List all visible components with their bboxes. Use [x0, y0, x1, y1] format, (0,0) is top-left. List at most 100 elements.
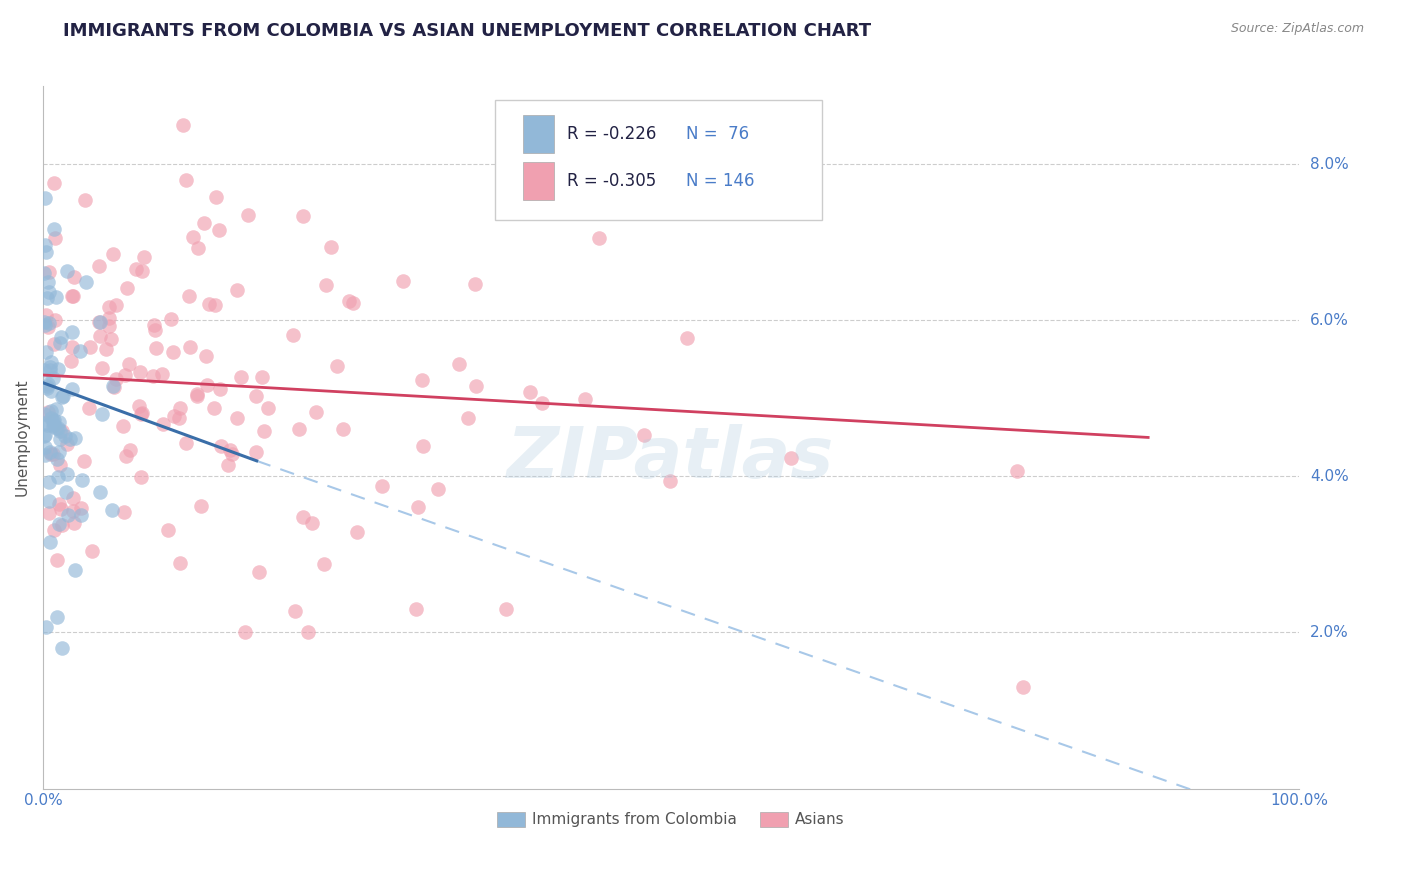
Point: [115, 449, 138, 463]
Point: [779, 451, 801, 466]
Point: [131, 470, 153, 484]
Point: [371, 479, 394, 493]
Point: [195, 349, 218, 363]
Text: 4.0%: 4.0%: [1310, 469, 1348, 484]
Point: [49, 432, 72, 446]
Point: [245, 445, 267, 459]
Text: R = -0.226: R = -0.226: [567, 125, 657, 143]
Point: [284, 604, 307, 618]
Point: [225, 410, 247, 425]
Point: [38, 285, 60, 300]
Point: [34, 237, 56, 252]
Point: [62, 491, 84, 505]
Point: [87, 259, 110, 273]
Point: [90, 408, 112, 422]
Point: [51, 330, 73, 344]
Point: [633, 427, 655, 442]
Point: [73, 453, 96, 467]
Point: [301, 516, 323, 531]
Point: [89, 329, 111, 343]
Point: [495, 601, 517, 615]
Point: [229, 370, 252, 384]
Point: [38, 265, 60, 279]
Text: 6.0%: 6.0%: [1310, 313, 1348, 328]
Point: [128, 366, 150, 380]
Point: [38, 494, 60, 508]
Point: [96, 342, 118, 356]
Point: [39, 447, 62, 461]
Point: [45, 290, 67, 304]
Point: [60, 325, 83, 339]
Point: [193, 216, 215, 230]
Point: [305, 405, 328, 419]
Bar: [523, 161, 554, 201]
Point: [63, 516, 86, 531]
Point: [34, 315, 56, 329]
Point: [39, 410, 62, 425]
Point: [46, 469, 69, 483]
Point: [257, 401, 280, 415]
Point: [77, 401, 100, 415]
Point: [412, 440, 434, 454]
Point: [34, 440, 56, 454]
Point: [35, 291, 58, 305]
Point: [219, 442, 242, 457]
Point: [411, 373, 433, 387]
Point: [98, 300, 121, 314]
Point: [100, 332, 122, 346]
Point: [48, 497, 70, 511]
Point: [34, 407, 56, 421]
Point: [315, 278, 337, 293]
Point: [51, 390, 73, 404]
Point: [179, 340, 201, 354]
Point: [46, 552, 69, 566]
Point: [70, 508, 93, 523]
Point: [38, 359, 60, 374]
Point: [42, 414, 65, 428]
Point: [465, 378, 488, 392]
Point: [34, 416, 56, 430]
Point: [283, 327, 305, 342]
Point: [69, 344, 91, 359]
Point: [42, 446, 65, 460]
Legend: Immigrants from Colombia, Asians: Immigrants from Colombia, Asians: [491, 805, 851, 833]
Point: [233, 625, 256, 640]
Point: [145, 342, 167, 356]
Point: [34, 266, 56, 280]
Point: [186, 387, 208, 401]
Point: [217, 458, 239, 473]
Point: [46, 362, 69, 376]
Point: [48, 415, 70, 429]
Point: [45, 402, 67, 417]
Point: [115, 281, 138, 295]
Point: [112, 419, 135, 434]
Point: [41, 418, 63, 433]
Point: [58, 508, 80, 522]
Point: [291, 209, 314, 223]
Point: [449, 358, 471, 372]
Point: [89, 485, 111, 500]
Point: [326, 359, 349, 373]
Point: [60, 289, 83, 303]
Point: [169, 401, 191, 416]
Point: [45, 421, 67, 435]
Point: [209, 439, 232, 453]
Point: [114, 368, 136, 382]
Point: [198, 297, 221, 311]
Point: [574, 392, 596, 406]
Point: [49, 336, 72, 351]
Point: [42, 417, 65, 432]
Point: [202, 401, 225, 415]
Point: [163, 409, 186, 423]
Point: [62, 504, 84, 518]
Point: [1005, 464, 1028, 478]
Point: [181, 230, 204, 244]
Point: [247, 565, 270, 579]
Text: N =  76: N = 76: [686, 125, 749, 143]
Point: [59, 432, 82, 446]
Point: [337, 294, 360, 309]
Point: [44, 222, 66, 236]
Point: [208, 223, 231, 237]
Point: [457, 411, 479, 425]
Point: [176, 173, 198, 187]
